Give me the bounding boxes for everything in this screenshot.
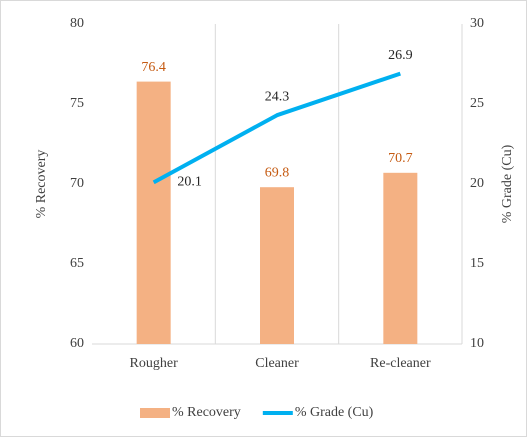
y2-tick-label: 30 — [470, 16, 484, 31]
line — [152, 71, 401, 185]
legend-swatch — [140, 408, 170, 418]
x-tick-label: Re-cleaner — [370, 356, 431, 371]
bar — [383, 172, 418, 344]
y2-axis-label: % Grade (Cu) — [500, 144, 515, 223]
data-label: 76.4 — [141, 60, 166, 75]
x-tick-label: Rougher — [130, 356, 179, 371]
y-tick-label: 65 — [70, 256, 84, 271]
data-label: 69.8 — [265, 165, 290, 180]
y-axis-label: % Recovery — [34, 150, 49, 219]
data-label: 26.9 — [388, 48, 413, 63]
x-tick-label: Cleaner — [255, 356, 299, 371]
y-tick-label: 80 — [70, 16, 84, 31]
legend-label: % Recovery — [172, 405, 241, 420]
data-label: 24.3 — [265, 89, 290, 104]
y-tick-label: 60 — [70, 336, 84, 351]
y2-tick-label: 25 — [470, 96, 484, 111]
legend-label: % Grade (Cu) — [295, 405, 374, 420]
y2-tick-label: 10 — [470, 336, 484, 351]
y-tick-label: 75 — [70, 96, 84, 111]
data-label: 20.1 — [177, 175, 202, 190]
y2-tick-label: 15 — [470, 256, 484, 271]
y-tick-label: 70 — [70, 176, 84, 191]
bar — [136, 81, 171, 344]
bar — [260, 187, 294, 344]
data-label: 70.7 — [388, 151, 413, 166]
y2-tick-label: 20 — [470, 176, 484, 191]
